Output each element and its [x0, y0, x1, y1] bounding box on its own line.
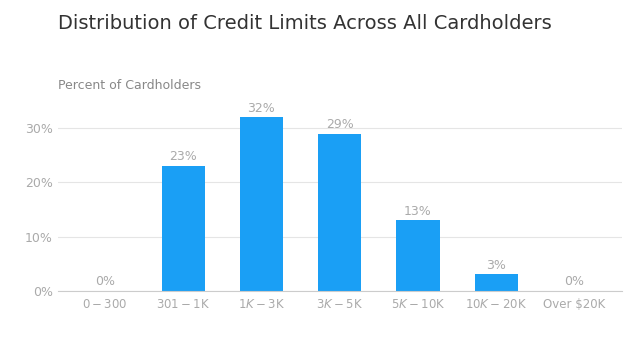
Text: 0%: 0%: [95, 275, 115, 288]
Text: 23%: 23%: [169, 150, 197, 163]
Bar: [240, 117, 283, 291]
Text: Percent of Cardholders: Percent of Cardholders: [58, 79, 201, 92]
Text: 3%: 3%: [487, 259, 506, 272]
Text: 0%: 0%: [565, 275, 585, 288]
Text: 29%: 29%: [326, 118, 354, 131]
Text: Distribution of Credit Limits Across All Cardholders: Distribution of Credit Limits Across All…: [58, 14, 551, 33]
Bar: [475, 274, 518, 291]
Bar: [318, 134, 362, 291]
Text: 13%: 13%: [404, 205, 432, 218]
Text: 32%: 32%: [247, 102, 276, 115]
Bar: [162, 166, 204, 291]
Bar: [397, 220, 440, 291]
